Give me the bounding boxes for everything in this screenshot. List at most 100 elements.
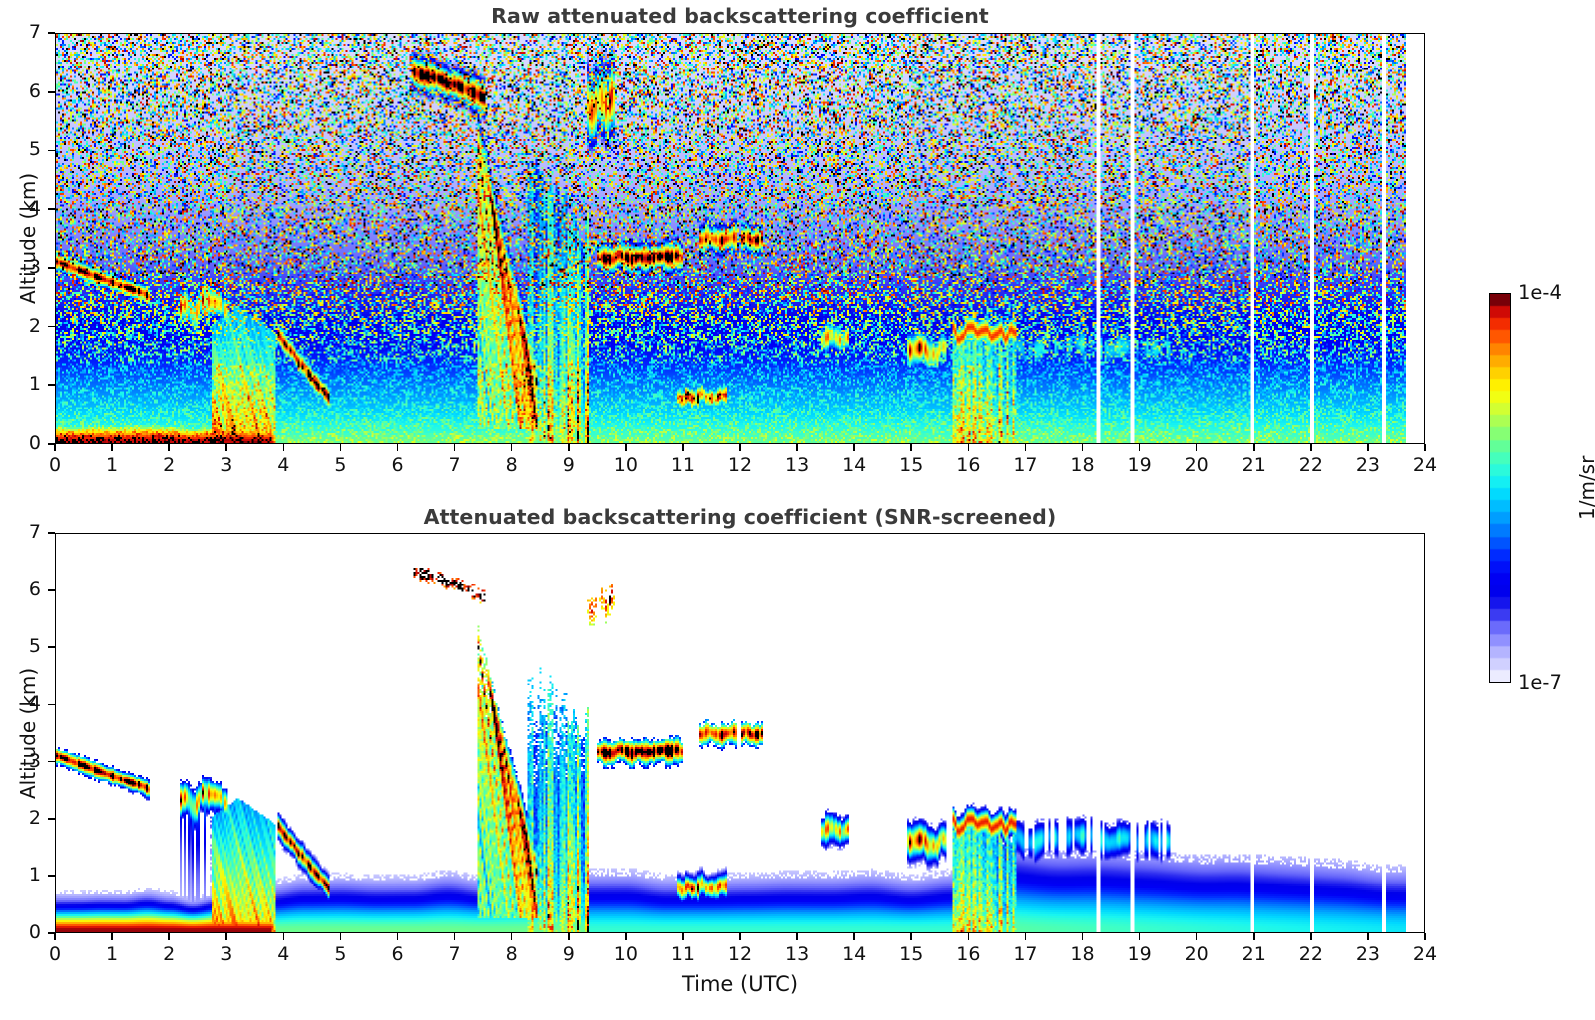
- x-tick-label: 10: [613, 454, 638, 476]
- colorbar-max-label: 1e-4: [1518, 281, 1562, 304]
- x-tick-mark: [1252, 444, 1255, 451]
- x-tick-mark: [1424, 933, 1426, 940]
- x-tick-mark: [967, 444, 970, 451]
- colorbar: [1489, 293, 1511, 683]
- y-tick-mark: [48, 443, 55, 445]
- y-axis-label-raw: Altitude (km): [16, 172, 40, 304]
- y-axis-label-screened: Altitude (km): [16, 667, 40, 799]
- x-tick-label: 5: [334, 454, 347, 476]
- x-tick-mark: [453, 933, 456, 940]
- x-tick-label: 14: [842, 454, 867, 476]
- y-tick-label: 7: [28, 521, 41, 543]
- y-tick-mark: [48, 932, 55, 934]
- x-tick-mark: [1195, 444, 1198, 451]
- x-tick-mark: [453, 444, 456, 451]
- y-tick-mark: [48, 589, 55, 591]
- x-tick-mark: [853, 933, 855, 940]
- x-tick-mark: [1367, 933, 1369, 940]
- x-tick-mark: [796, 444, 798, 451]
- x-tick-label: 6: [391, 943, 404, 965]
- x-tick-mark: [225, 933, 228, 940]
- colorbar-unit-label: 1/m/sr: [1575, 455, 1595, 520]
- x-tick-mark: [1310, 933, 1312, 940]
- x-tick-label: 15: [899, 454, 924, 476]
- x-tick-mark: [1138, 933, 1141, 940]
- x-tick-label: 2: [163, 943, 176, 965]
- x-tick-mark: [282, 933, 285, 940]
- x-tick-label: 19: [1127, 454, 1152, 476]
- x-tick-label: 8: [505, 943, 518, 965]
- x-tick-label: 13: [784, 454, 810, 476]
- x-tick-label: 13: [784, 943, 810, 965]
- x-tick-label: 23: [1355, 943, 1380, 965]
- plot-area-screened[interactable]: [55, 533, 1425, 933]
- x-tick-mark: [739, 444, 741, 451]
- heatmap-raw: [56, 34, 1424, 443]
- x-tick-mark: [1024, 933, 1027, 940]
- x-tick-mark: [853, 444, 855, 451]
- x-tick-label: 21: [1241, 454, 1266, 476]
- x-tick-label: 4: [277, 943, 290, 965]
- x-tick-label: 18: [1070, 943, 1095, 965]
- y-tick-mark: [48, 90, 55, 93]
- x-tick-mark: [54, 444, 56, 451]
- x-tick-label: 10: [613, 943, 638, 965]
- x-tick-label: 15: [899, 943, 924, 965]
- x-tick-mark: [54, 933, 56, 940]
- x-tick-mark: [1081, 444, 1084, 451]
- x-tick-label: 3: [220, 943, 233, 965]
- y-tick-label: 1: [28, 863, 41, 886]
- colorbar-min-label: 1e-7: [1518, 671, 1562, 694]
- x-tick-mark: [1195, 933, 1198, 940]
- panel-title-raw: Raw attenuated backscattering coefficien…: [491, 4, 989, 28]
- x-tick-label: 1: [106, 943, 119, 965]
- y-tick-label: 4: [28, 197, 41, 220]
- y-tick-mark: [48, 267, 55, 269]
- heatmap-screened: [56, 534, 1424, 932]
- x-tick-label: 9: [562, 943, 575, 965]
- plot-area-raw[interactable]: [55, 33, 1425, 444]
- x-tick-mark: [510, 444, 513, 451]
- y-tick-label: 2: [28, 314, 41, 337]
- x-tick-label: 7: [448, 943, 461, 965]
- x-tick-label: 24: [1412, 943, 1438, 965]
- x-tick-mark: [339, 933, 342, 940]
- x-tick-mark: [168, 933, 170, 940]
- x-tick-label: 16: [956, 454, 981, 476]
- x-tick-label: 22: [1298, 454, 1323, 476]
- x-tick-label: 1: [106, 454, 119, 476]
- x-tick-label: 16: [956, 943, 981, 965]
- y-tick-mark: [48, 646, 55, 649]
- x-tick-mark: [510, 933, 513, 940]
- panel-title-screened: Attenuated backscattering coefficient (S…: [423, 505, 1057, 529]
- x-tick-label: 20: [1184, 454, 1209, 476]
- x-tick-mark: [1081, 933, 1084, 940]
- x-tick-mark: [1424, 444, 1426, 451]
- x-tick-mark: [396, 444, 399, 451]
- y-tick-label: 1: [28, 373, 41, 396]
- y-tick-label: 0: [28, 921, 41, 943]
- x-tick-mark: [625, 933, 627, 940]
- x-tick-mark: [168, 444, 170, 451]
- y-tick-mark: [48, 760, 55, 763]
- y-tick-label: 5: [28, 635, 41, 658]
- x-tick-mark: [967, 933, 970, 940]
- y-tick-mark: [48, 703, 55, 706]
- y-tick-label: 4: [28, 692, 41, 715]
- y-tick-mark: [48, 32, 55, 34]
- y-tick-label: 5: [28, 138, 41, 161]
- y-tick-label: 0: [28, 432, 41, 454]
- x-tick-mark: [910, 444, 913, 451]
- x-tick-mark: [1024, 444, 1027, 451]
- x-tick-label: 12: [727, 454, 753, 476]
- y-tick-mark: [48, 149, 55, 152]
- y-tick-mark: [48, 208, 55, 210]
- x-tick-mark: [625, 444, 627, 451]
- x-tick-label: 11: [670, 454, 695, 476]
- y-tick-label: 3: [28, 255, 41, 278]
- x-tick-mark: [1138, 444, 1141, 451]
- x-tick-label: 6: [391, 454, 404, 476]
- x-tick-mark: [567, 444, 570, 451]
- x-tick-mark: [1252, 933, 1255, 940]
- x-tick-mark: [282, 444, 285, 451]
